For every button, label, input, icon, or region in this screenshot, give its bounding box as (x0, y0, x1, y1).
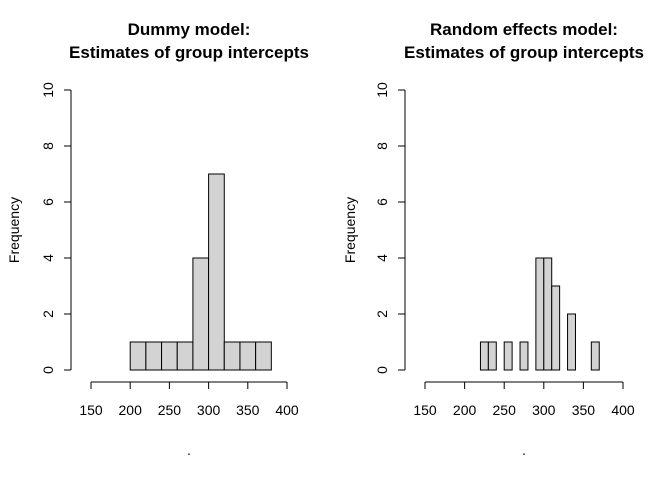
histogram-bar (208, 173, 225, 371)
x-tick-label: 200 (119, 402, 143, 418)
chart-title-line-1: Dummy model: (128, 20, 251, 39)
dummy-model-panel: Dummy model: Estimates of group intercep… (6, 20, 309, 458)
histogram-bar (503, 341, 513, 371)
histogram-bar (176, 341, 194, 371)
chart-title-line-2: Estimates of group intercepts (404, 43, 644, 62)
y-tick-label: 10 (374, 82, 390, 98)
chart-title-line-1: Random effects model: (430, 20, 618, 39)
histogram-bar (487, 341, 497, 371)
y-tick-label: 0 (374, 366, 390, 374)
x-tick-label: 300 (197, 402, 221, 418)
y-tick-label: 2 (40, 310, 56, 318)
x-tick-label: 250 (158, 402, 182, 418)
histogram-bars (479, 257, 600, 371)
histogram-bar (223, 341, 241, 371)
histogram-bar (535, 257, 545, 371)
histogram-bar (239, 341, 257, 371)
y-tick-label: 4 (40, 254, 56, 262)
histogram-bar (479, 341, 489, 371)
random-effects-model-panel: Random effects model: Estimates of group… (342, 20, 644, 458)
y-tick-label: 0 (40, 366, 56, 374)
x-tick-label: 350 (572, 402, 596, 418)
x-axis: 150 200 250 300 350 400 (413, 381, 635, 418)
x-tick-label: 400 (611, 402, 635, 418)
histogram-bar (161, 341, 178, 371)
y-tick-label: 10 (40, 82, 56, 98)
histogram-bar (145, 341, 163, 371)
histogram-bar (129, 341, 147, 371)
x-tick-label: 250 (493, 402, 517, 418)
chart-title-line-2: Estimates of group intercepts (69, 43, 309, 62)
y-axis-label: Frequency (6, 197, 22, 263)
histogram-bar (543, 257, 553, 371)
histogram-bar (255, 341, 272, 371)
x-axis-label: . (187, 442, 191, 458)
x-tick-label: 350 (236, 402, 260, 418)
x-tick-label: 200 (453, 402, 477, 418)
histogram-bar (551, 285, 561, 371)
x-tick-label: 150 (413, 402, 437, 418)
histogram-bars (129, 173, 272, 371)
y-axis: 0 2 4 6 8 10 (40, 82, 72, 374)
x-tick-label: 150 (79, 402, 103, 418)
x-axis: 150 200 250 300 350 400 (79, 381, 299, 418)
y-axis-label: Frequency (342, 197, 358, 263)
histogram-bar (590, 341, 600, 371)
x-axis-label: . (522, 442, 526, 458)
histogram-bar (519, 341, 529, 371)
y-tick-label: 6 (40, 198, 56, 206)
y-tick-label: 2 (374, 310, 390, 318)
histogram-bar (567, 313, 576, 371)
y-tick-label: 8 (40, 142, 56, 150)
x-tick-label: 300 (532, 402, 556, 418)
y-tick-label: 4 (374, 254, 390, 262)
x-tick-label: 400 (275, 402, 299, 418)
y-tick-label: 6 (374, 198, 390, 206)
y-tick-label: 8 (374, 142, 390, 150)
histogram-bar (192, 257, 210, 371)
y-axis: 0 2 4 6 8 10 (374, 82, 406, 374)
